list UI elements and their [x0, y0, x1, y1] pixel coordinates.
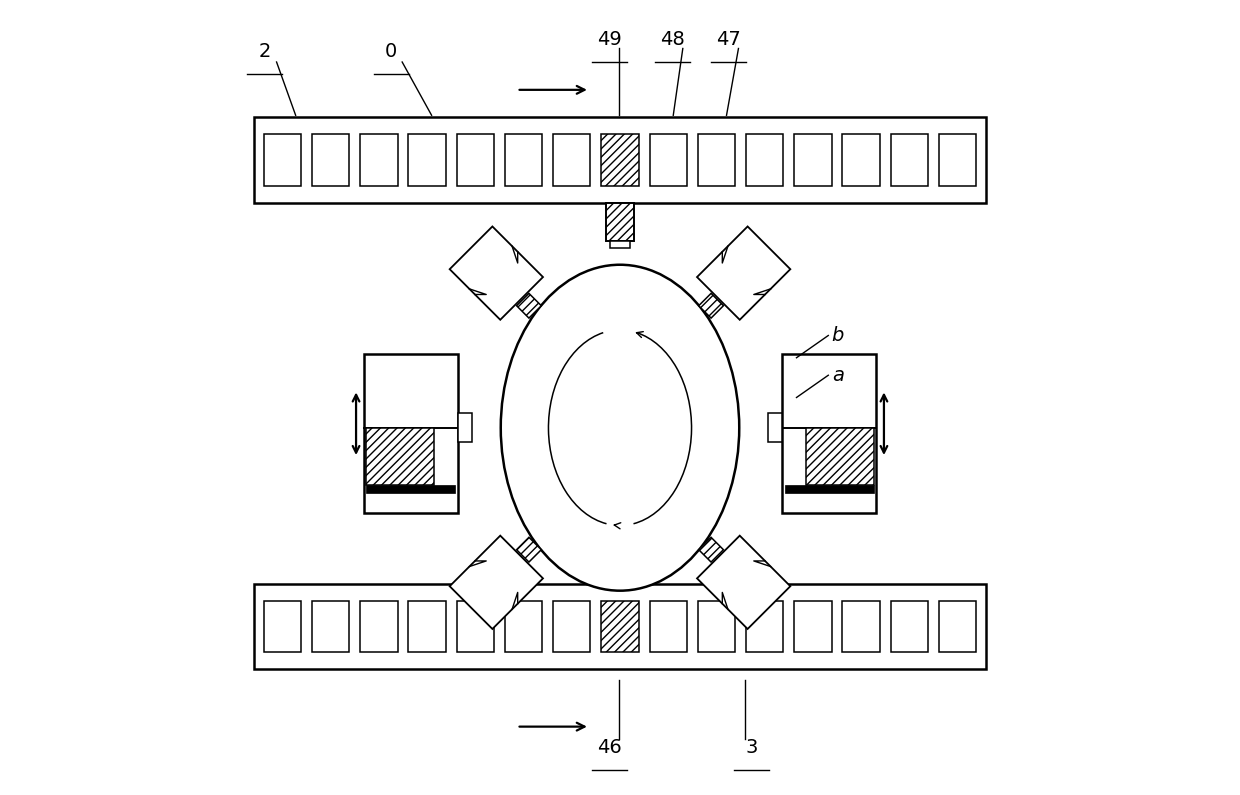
- Text: 49: 49: [598, 30, 622, 49]
- Polygon shape: [450, 227, 543, 320]
- Bar: [610, 241, 630, 248]
- Bar: [456, 601, 494, 652]
- Bar: [650, 134, 687, 186]
- Bar: [746, 134, 784, 186]
- Bar: [806, 428, 874, 485]
- Bar: [794, 601, 832, 652]
- Bar: [610, 538, 630, 545]
- Text: 2: 2: [258, 42, 270, 61]
- Bar: [605, 545, 635, 584]
- Bar: [746, 601, 784, 652]
- Bar: [698, 134, 735, 186]
- Bar: [650, 601, 687, 652]
- Bar: [939, 134, 976, 186]
- Polygon shape: [450, 536, 543, 629]
- Bar: [785, 485, 874, 493]
- Bar: [768, 413, 782, 442]
- Bar: [505, 601, 542, 652]
- Bar: [601, 601, 639, 652]
- Bar: [517, 293, 542, 318]
- Bar: [890, 601, 928, 652]
- Bar: [517, 537, 542, 562]
- Ellipse shape: [501, 265, 739, 591]
- Text: 48: 48: [660, 30, 684, 49]
- Bar: [601, 134, 639, 186]
- Text: a: a: [832, 366, 844, 385]
- Bar: [505, 134, 542, 186]
- Bar: [408, 134, 446, 186]
- Bar: [366, 428, 434, 485]
- Bar: [698, 293, 723, 318]
- Bar: [456, 134, 494, 186]
- Bar: [698, 601, 735, 652]
- Text: 47: 47: [715, 30, 740, 49]
- Bar: [365, 354, 458, 513]
- Bar: [939, 601, 976, 652]
- Bar: [254, 117, 986, 203]
- Bar: [842, 134, 879, 186]
- Text: 3: 3: [745, 738, 758, 757]
- Bar: [605, 203, 635, 241]
- Bar: [698, 537, 723, 562]
- Bar: [890, 134, 928, 186]
- Bar: [361, 134, 398, 186]
- Bar: [312, 134, 350, 186]
- Text: b: b: [832, 326, 844, 345]
- Bar: [458, 413, 472, 442]
- Bar: [553, 601, 590, 652]
- Bar: [264, 134, 301, 186]
- Bar: [842, 601, 879, 652]
- Bar: [312, 601, 350, 652]
- Text: 46: 46: [598, 738, 622, 757]
- Bar: [782, 354, 875, 513]
- Bar: [408, 601, 446, 652]
- Bar: [264, 601, 301, 652]
- Bar: [553, 134, 590, 186]
- Text: 0: 0: [384, 42, 397, 61]
- Bar: [361, 601, 398, 652]
- Polygon shape: [697, 227, 790, 320]
- Polygon shape: [697, 536, 790, 629]
- Bar: [254, 584, 986, 669]
- Bar: [794, 134, 832, 186]
- Bar: [366, 485, 455, 493]
